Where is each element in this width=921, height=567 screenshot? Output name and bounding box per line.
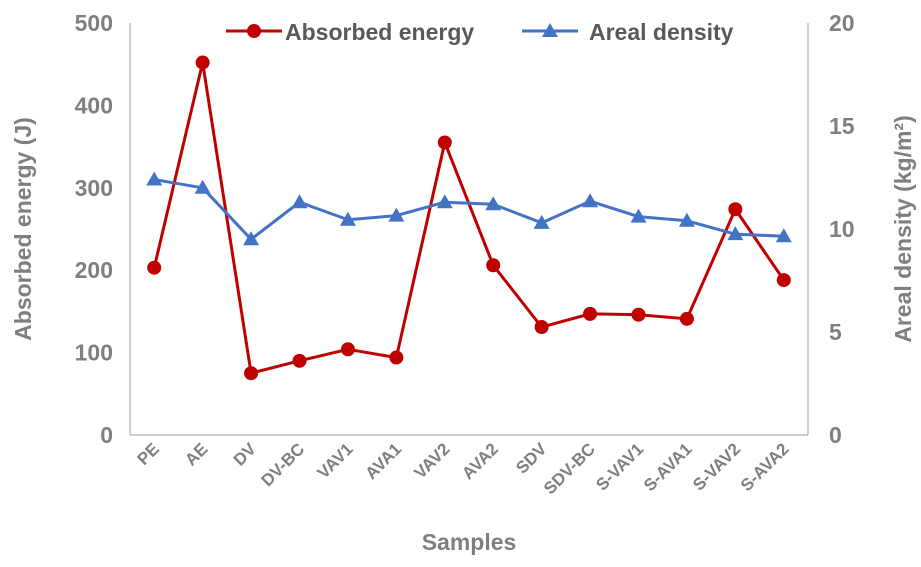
x-axis-title: Samples <box>422 529 517 555</box>
data-point-absorbed-energy <box>340 342 355 357</box>
legend-marker-absorbed-energy <box>247 24 261 38</box>
series-layer <box>146 55 792 381</box>
x-tick-label: S-VAV1 <box>592 439 647 494</box>
x-tick-label: VAV2 <box>411 439 454 482</box>
data-point-areal-density <box>388 207 405 222</box>
data-point-areal-density <box>339 211 356 226</box>
y-axis-title: Absorbed energy (J) <box>10 117 36 341</box>
data-point-areal-density <box>146 171 163 186</box>
data-point-areal-density <box>291 194 308 209</box>
data-point-areal-density <box>194 179 211 194</box>
legend: Absorbed energy Areal density <box>226 19 734 45</box>
x-tick-label: DV <box>230 439 261 470</box>
x-tick-label: S-VAV2 <box>689 439 744 494</box>
left-y-tick-label: 300 <box>75 175 113 201</box>
x-tick-label: SDV-BC <box>540 439 599 498</box>
left-y-tick-label: 100 <box>75 340 113 366</box>
data-point-absorbed-energy <box>631 307 646 322</box>
right-y-tick-label: 10 <box>829 216 855 242</box>
data-point-absorbed-energy <box>437 135 452 150</box>
series-line-areal-density <box>153 178 784 241</box>
x-tick-label: SDV <box>512 439 551 478</box>
data-point-areal-density <box>727 226 744 241</box>
data-point-absorbed-energy <box>389 350 404 365</box>
data-point-absorbed-energy <box>728 202 743 217</box>
data-point-absorbed-energy <box>583 306 598 321</box>
data-point-areal-density <box>485 196 502 211</box>
x-tick-label: S-AVA1 <box>640 439 696 495</box>
left-y-tick-label: 500 <box>75 10 113 36</box>
left-y-tick-label: 400 <box>75 92 113 118</box>
right-y-tick-labels: 0 5 10 15 20 <box>829 10 855 448</box>
data-point-absorbed-energy <box>195 55 210 70</box>
right-y-tick-label: 20 <box>829 10 855 36</box>
x-tick-label: S-AVA2 <box>737 439 793 495</box>
right-y-tick-label: 15 <box>829 113 855 139</box>
data-point-areal-density <box>243 231 260 246</box>
left-y-tick-label: 0 <box>100 422 113 448</box>
x-tick-label: VAV1 <box>314 439 357 482</box>
data-point-areal-density <box>582 193 599 208</box>
data-point-absorbed-energy <box>292 353 307 368</box>
data-point-areal-density <box>678 212 695 227</box>
legend-label-areal-density: Areal density <box>589 19 734 45</box>
data-point-absorbed-energy <box>147 260 162 275</box>
data-point-areal-density <box>775 228 792 243</box>
data-point-areal-density <box>630 208 647 223</box>
data-point-areal-density <box>436 194 453 209</box>
x-tick-label: AVA1 <box>361 439 405 483</box>
data-point-absorbed-energy <box>776 273 791 288</box>
data-point-absorbed-energy <box>534 320 549 335</box>
y2-axis-title: Areal density (kg/m²) <box>890 115 916 343</box>
legend-marker-areal-density <box>542 23 558 37</box>
x-tick-label: AVA2 <box>458 439 502 483</box>
data-point-absorbed-energy <box>679 311 694 326</box>
x-tick-label: DV-BC <box>257 439 308 490</box>
left-y-tick-labels: 0 100 200 300 400 500 <box>75 10 113 448</box>
right-y-tick-label: 5 <box>829 319 842 345</box>
x-tick-label: AE <box>181 439 211 469</box>
data-point-absorbed-energy <box>244 366 259 381</box>
left-y-tick-label: 200 <box>75 257 113 283</box>
legend-label-absorbed-energy: Absorbed energy <box>285 19 474 45</box>
data-point-areal-density <box>533 214 550 229</box>
right-y-tick-label: 0 <box>829 422 842 448</box>
data-point-absorbed-energy <box>486 258 501 273</box>
x-tick-label: PE <box>134 439 163 468</box>
